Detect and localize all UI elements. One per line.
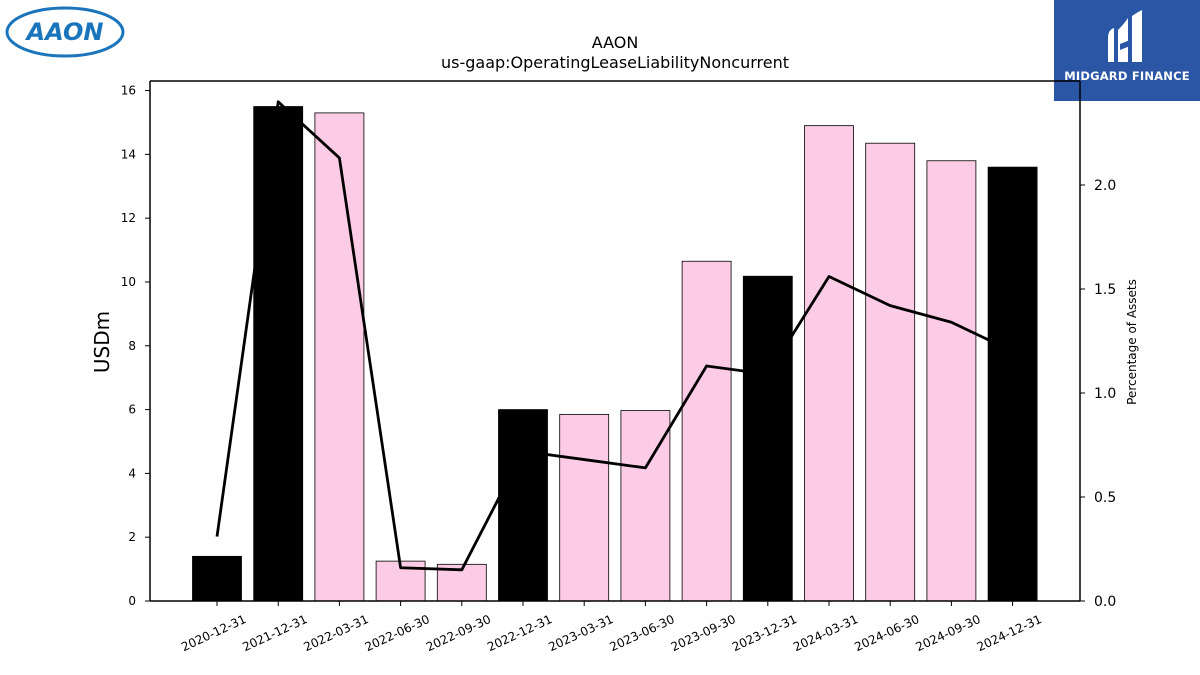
x-tick-label: 2022-03-31 (302, 612, 371, 654)
x-tick-label: 2023-03-31 (546, 612, 615, 654)
bar-2024-06-30 (865, 142, 916, 602)
x-tick-label: 2024-03-31 (791, 612, 860, 654)
x-tick-label: 2023-09-30 (669, 612, 738, 654)
x-tick-label: 2023-06-30 (608, 612, 677, 654)
midgard-finance-logo-text: MIDGARD FINANCE (1064, 69, 1190, 83)
y2-tick-label: 0.5 (1094, 490, 1116, 506)
bar-2024-09-30 (926, 160, 977, 602)
x-tick-label: 2023-12-31 (730, 612, 799, 654)
x-tick-label: 2022-12-31 (485, 612, 554, 654)
y-tick-label: 0 (128, 594, 136, 608)
bars-layer (192, 106, 1038, 602)
y-tick-label: 14 (121, 147, 136, 161)
chart-title: AAON (592, 33, 639, 52)
y-tick-label: 12 (121, 211, 136, 225)
y-tick-label: 6 (128, 403, 136, 417)
bar-2022-03-31 (314, 112, 365, 602)
y-tick-label: 8 (128, 339, 136, 353)
bar-2023-09-30 (681, 260, 732, 602)
bar-2023-12-31 (742, 275, 793, 602)
midgard-finance-logo: MIDGARD FINANCE (1054, 0, 1200, 101)
y2-tick-label: 1.0 (1094, 386, 1116, 402)
x-tick-label: 2022-09-30 (424, 612, 493, 654)
x-tick-label: 2021-12-31 (240, 612, 309, 654)
midgard-emblem-icon (1108, 10, 1142, 62)
y2-tick-label: 2.0 (1094, 178, 1116, 194)
y-tick-label: 4 (128, 466, 136, 480)
percentage-of-assets-line (215, 100, 1014, 572)
x-tick-label: 2024-06-30 (852, 612, 921, 654)
line-layer (215, 100, 1014, 572)
bar-2021-12-31 (253, 106, 304, 602)
y-axis-label: USDm (90, 311, 114, 373)
bar-2024-03-31 (804, 125, 854, 602)
x-tick-label: 2022-06-30 (363, 612, 432, 654)
y-tick-label: 2 (128, 530, 136, 544)
y-tick-label: 10 (121, 275, 136, 289)
aaon-logo-text: AAON (25, 18, 104, 46)
aaon-logo: AAON (5, 6, 125, 58)
y2-tick-label: 1.5 (1094, 282, 1116, 298)
y2-tick-label: 0.0 (1094, 594, 1116, 610)
y2-axis-label: Percentage of Assets (1125, 279, 1139, 405)
x-tick-label: 2024-12-31 (975, 612, 1044, 654)
bar-2020-12-31 (192, 555, 242, 602)
chart-subtitle: us-gaap:OperatingLeaseLiabilityNoncurren… (441, 53, 789, 72)
x-tick-label: 2024-09-30 (914, 612, 983, 654)
bar-2023-03-31 (559, 413, 610, 602)
y-tick-label: 16 (121, 84, 136, 98)
bar-2022-12-31 (498, 409, 548, 602)
bar-2024-12-31 (987, 166, 1038, 602)
x-tick-label: 2020-12-31 (179, 612, 248, 654)
